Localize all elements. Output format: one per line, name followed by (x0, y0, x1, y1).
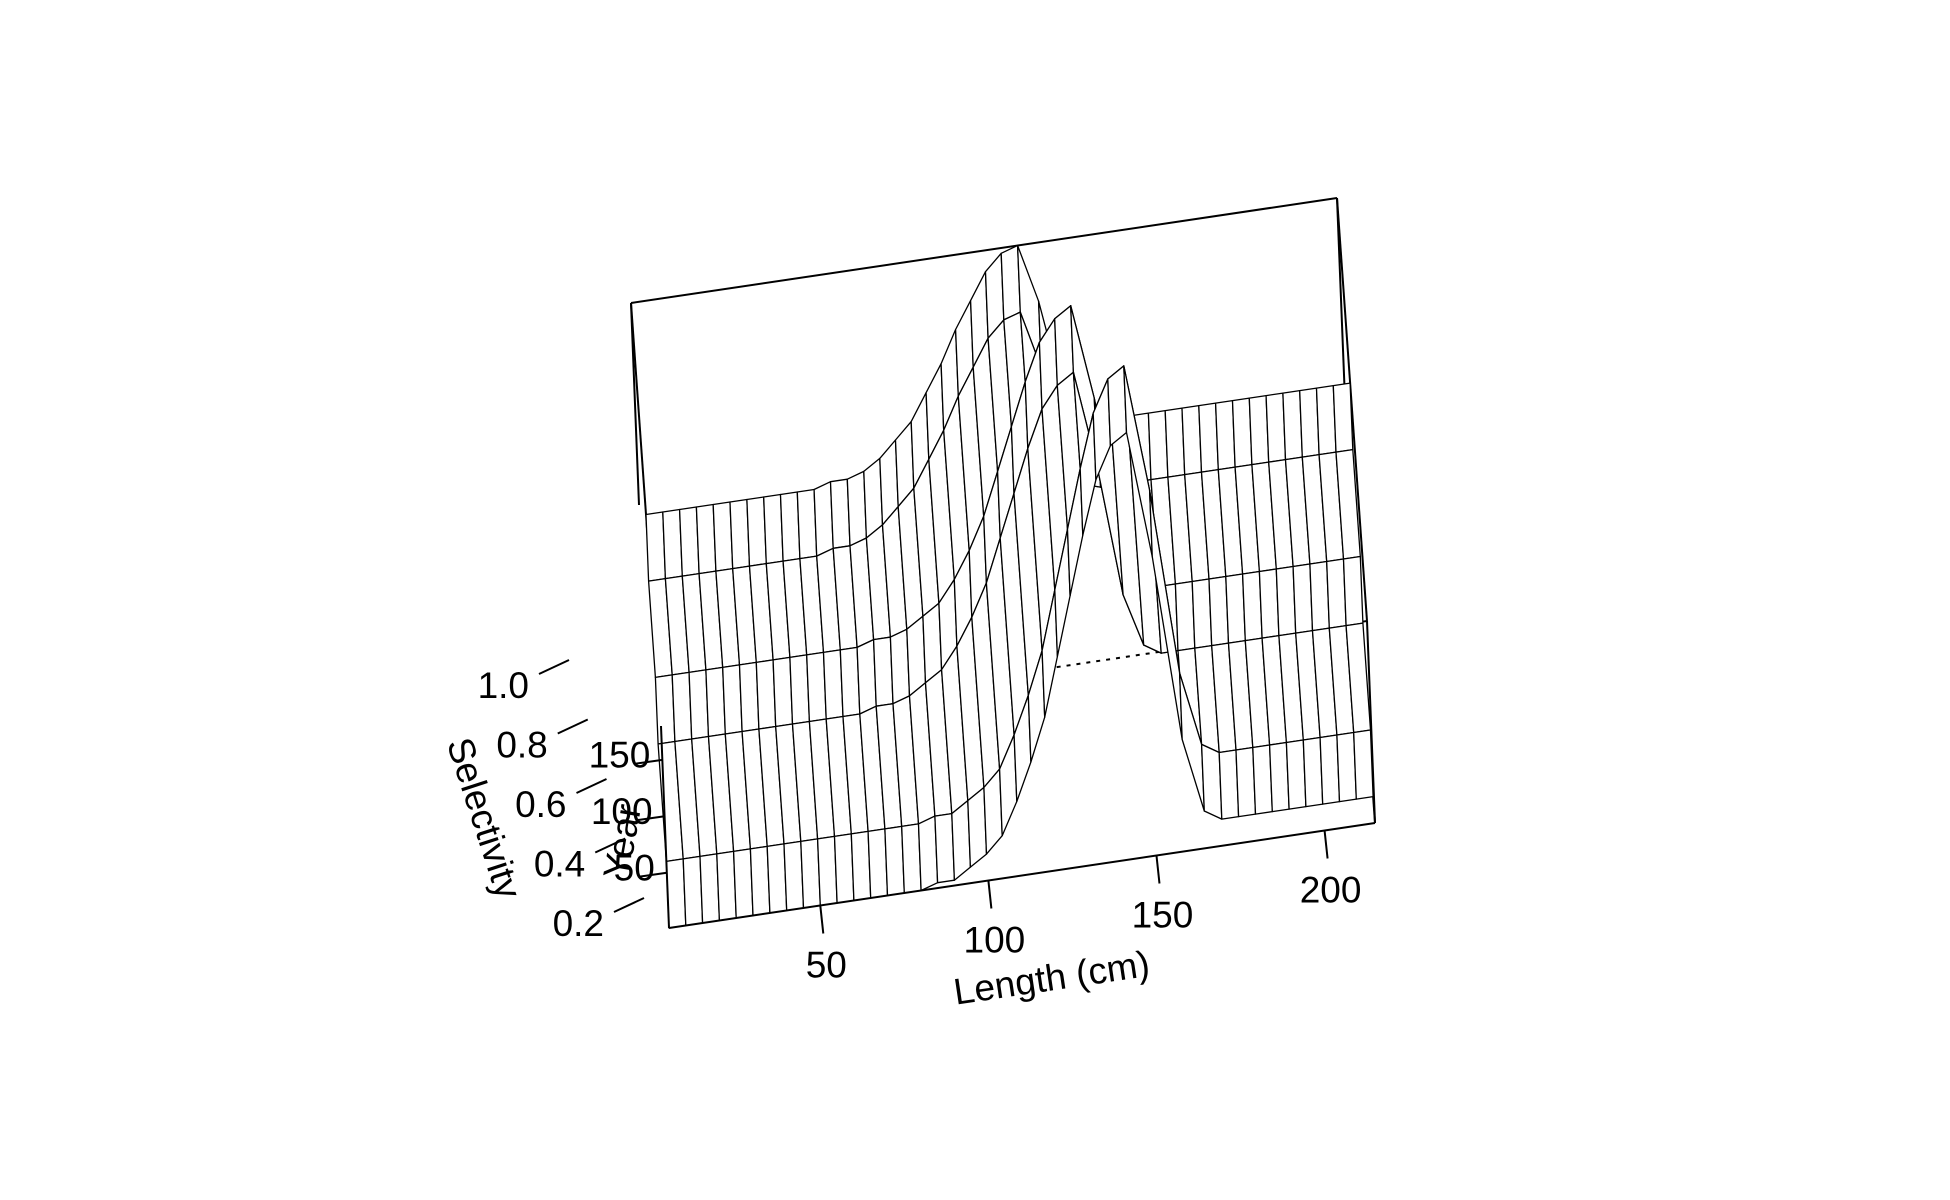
surface-facet (1231, 397, 1253, 468)
surface-facet (833, 833, 855, 904)
surface-facet (1336, 731, 1357, 803)
surface-facet (763, 493, 784, 565)
x-tick-label: 200 (1300, 869, 1362, 910)
surface-facet (1326, 558, 1347, 629)
x-tick (819, 905, 825, 934)
surface-facet (779, 491, 801, 562)
surface-facet (796, 488, 818, 560)
y-tick-label: 100 (591, 791, 653, 832)
y-tick (638, 871, 667, 878)
surface-facet (967, 786, 988, 868)
surface-facet (1319, 734, 1341, 805)
surface-facet (906, 615, 927, 697)
z-tick-label: 0.2 (553, 903, 604, 944)
surface-facet (850, 830, 872, 902)
surface-facet (1342, 555, 1364, 627)
y-tick (634, 758, 663, 765)
surface-facet (688, 669, 710, 740)
surface-facet (816, 835, 838, 907)
x-tick (1155, 855, 1161, 884)
z-tick-label: 0.4 (534, 843, 585, 884)
surface-facet (682, 855, 704, 927)
y-tick-label: 150 (589, 735, 651, 776)
z-tick-label: 1.0 (478, 665, 529, 706)
box-edge (1336, 197, 1346, 401)
z-tick (557, 718, 589, 735)
y-tick-label: 50 (614, 847, 655, 888)
surface-facet (1292, 563, 1314, 634)
surface-facet (772, 656, 794, 728)
surface-facet (722, 664, 743, 735)
surface-facet (738, 661, 760, 733)
surface-facet (951, 799, 972, 881)
surface-facet (1214, 399, 1236, 471)
z-tick (576, 778, 607, 794)
surface-facet (1285, 739, 1307, 810)
surface-facet (1275, 565, 1297, 637)
surface-facet (729, 498, 751, 570)
surface-facet (1309, 560, 1330, 632)
surface-facet (699, 853, 721, 924)
surface-facet (1282, 389, 1303, 461)
surface-facet (1174, 580, 1196, 652)
x-tick (1323, 830, 1329, 859)
surface-facet (1265, 392, 1287, 463)
surface-facet (1353, 729, 1374, 800)
surface-facet (746, 496, 767, 567)
surface-facet (846, 470, 868, 547)
surface-facet (732, 848, 754, 919)
surface-facet (1302, 736, 1324, 808)
surface-facet (867, 828, 889, 899)
x-tick-label: 150 (1132, 894, 1194, 935)
box-edge (1336, 197, 1368, 622)
surface-facet (1299, 387, 1320, 458)
z-tick (594, 837, 626, 854)
z-tick-label: 0.8 (496, 724, 547, 765)
surface-facet (901, 823, 922, 894)
surface-facet (1332, 382, 1354, 453)
surface-facet (705, 666, 726, 738)
box-edge (1366, 620, 1376, 824)
surface-facet (934, 812, 956, 884)
box-edge (630, 197, 1338, 304)
x-tick-label: 50 (806, 944, 847, 985)
z-tick-label: 0.6 (515, 784, 566, 825)
box-edge (660, 725, 670, 929)
surface-facet (716, 850, 737, 922)
surface-facet (1258, 568, 1280, 639)
surface-facet (856, 638, 877, 715)
surface-facet (872, 636, 894, 707)
surface-facet (755, 659, 777, 730)
z-tick (613, 897, 645, 913)
surface-facet (645, 511, 667, 582)
surface-facet (1248, 394, 1270, 466)
surface-facet (884, 825, 905, 897)
x-tick (987, 880, 993, 909)
surface-facet (1218, 749, 1240, 820)
surface-facet (671, 671, 693, 743)
x-tick-label: 100 (964, 919, 1026, 960)
box-edge (630, 302, 640, 506)
box-edge (668, 822, 1376, 929)
y-tick (636, 815, 665, 822)
z-tick (538, 659, 570, 675)
